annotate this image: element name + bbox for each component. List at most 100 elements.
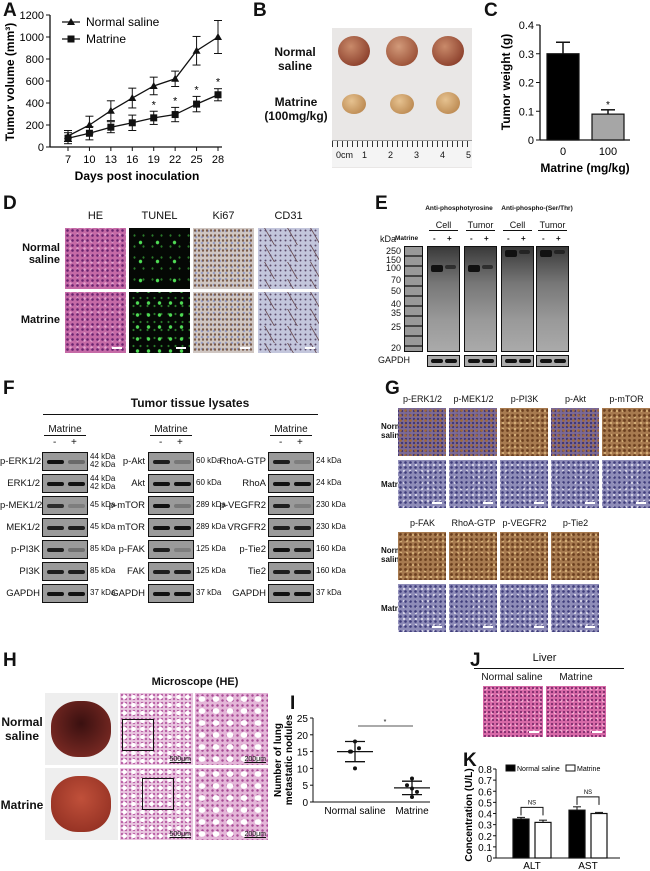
legend-label: Normal saline xyxy=(517,766,560,773)
lane-sign: + xyxy=(484,234,489,243)
scale-bar xyxy=(305,347,315,349)
band xyxy=(431,265,443,272)
blot-p-akt xyxy=(148,452,194,471)
marker-kda: 20 xyxy=(390,343,401,353)
kda-label: 60 kDa xyxy=(196,478,222,487)
data-point xyxy=(415,789,419,794)
legend-label: Matrine xyxy=(86,32,126,46)
y-tick-label: 1200 xyxy=(20,10,44,22)
tumor xyxy=(432,36,464,66)
micrograph-he xyxy=(65,292,126,353)
panel-letter-e: E xyxy=(375,193,388,214)
kda-label: 44 kDa 42 kDa xyxy=(90,474,116,491)
scale-bar xyxy=(534,502,544,504)
band xyxy=(153,504,170,508)
lane-sign: - xyxy=(279,437,283,448)
data-point-triangle xyxy=(128,94,137,102)
band xyxy=(540,359,552,363)
blot-gapdh xyxy=(148,584,194,603)
band xyxy=(445,265,456,269)
x-axis-label: Days post inoculation xyxy=(75,169,200,183)
y-tick-label: 0.4 xyxy=(519,20,534,32)
data-point xyxy=(410,794,414,799)
he-low-mag: 500μm xyxy=(120,768,193,840)
scale-bar xyxy=(585,626,595,628)
lane-sign: + xyxy=(556,234,561,243)
chart-tumor-weight: 0 0.1 0.2 0.3 0.4 0 100 * Matrine (mg/kg) Tumor w… xyxy=(499,20,630,175)
band xyxy=(554,250,565,254)
band xyxy=(273,592,290,596)
band xyxy=(482,265,493,269)
panel-f-title: Tumor tissue lysates xyxy=(130,396,250,410)
blot-lane-group xyxy=(501,246,534,352)
ihc-col-p-mtor: p-mTOR xyxy=(609,394,644,404)
scale-bar xyxy=(112,347,122,349)
kda-label: 37 kDa xyxy=(196,588,222,597)
lane-sign: - xyxy=(470,234,473,243)
band xyxy=(153,548,170,552)
micrograph-cd31 xyxy=(258,228,319,289)
lung-photo xyxy=(45,768,118,840)
marker-kda: 35 xyxy=(390,308,401,318)
panel-d-col-cd31: CD31 xyxy=(274,210,303,222)
band xyxy=(174,460,191,464)
blot-label: p-Tie2 xyxy=(239,544,266,555)
blot-tie2 xyxy=(268,562,314,581)
he-high-mag: 200μm xyxy=(195,693,268,765)
ruler-label: 5 xyxy=(466,150,472,160)
y-tick-label: 400 xyxy=(26,98,44,110)
scale-bar xyxy=(636,502,646,504)
tumor xyxy=(342,94,366,114)
band xyxy=(468,359,480,363)
ihc-col-p-akt: p-Akt xyxy=(564,394,586,404)
blot-mtor xyxy=(148,518,194,537)
y-tick-label: 5 xyxy=(302,781,308,792)
kda-label: 60 kDa xyxy=(196,456,222,465)
blot-vrgfr2 xyxy=(268,518,314,537)
band xyxy=(273,548,290,552)
treatment-header: Matrine xyxy=(270,424,312,436)
scale-bar xyxy=(432,626,442,628)
ns-label: NS xyxy=(528,800,536,806)
data-point-triangle xyxy=(149,81,158,89)
y-tick-label: 0 xyxy=(38,142,44,154)
lane-sign: - xyxy=(433,234,436,243)
he-high-mag: 200μm xyxy=(195,768,268,840)
x-tick-label: Matrine xyxy=(395,806,429,817)
blot-gapdh xyxy=(268,584,314,603)
ihc-image-rhoa-gtp xyxy=(449,532,497,580)
band xyxy=(68,526,85,530)
tumor xyxy=(386,36,418,66)
ihc-row-label: Matrine xyxy=(381,480,410,489)
header-anti-phospho-ser-thr: Anti-phospho-(Ser/Thr) xyxy=(501,205,573,212)
scale-bar xyxy=(483,502,493,504)
ihc-image-p-pi3k xyxy=(500,460,548,508)
scale-label: 500μm xyxy=(169,831,191,838)
zoom-box xyxy=(142,778,174,810)
panel-d-row-label: Matrine xyxy=(20,314,60,326)
kda-label: 24 kDa xyxy=(316,478,342,487)
ihc-image-p-mtor xyxy=(602,460,650,508)
x-tick-label: 13 xyxy=(105,154,117,166)
ruler-label: 0cm xyxy=(336,150,354,160)
y-tick-label: 10 xyxy=(297,764,309,775)
blot-fak xyxy=(148,562,194,581)
subgroup-tumor: Tumor xyxy=(466,220,495,231)
ihc-col-p-vegfr2: p-VEGFR2 xyxy=(502,518,547,528)
lane-sign: + xyxy=(521,234,526,243)
band xyxy=(505,250,517,257)
y-tick-label: 600 xyxy=(26,76,44,88)
scale-bar xyxy=(483,626,493,628)
band xyxy=(482,359,494,363)
band xyxy=(174,570,191,574)
band xyxy=(540,250,552,257)
ns-bracket xyxy=(520,806,544,816)
band xyxy=(153,592,170,596)
significance-star: * xyxy=(194,84,199,96)
blot-lane-group xyxy=(464,246,497,352)
data-point-square xyxy=(128,119,136,127)
data-point xyxy=(410,786,414,791)
x-tick-label: 100 xyxy=(599,146,617,158)
kda-label: 230 kDa xyxy=(316,522,346,531)
band xyxy=(68,460,85,464)
